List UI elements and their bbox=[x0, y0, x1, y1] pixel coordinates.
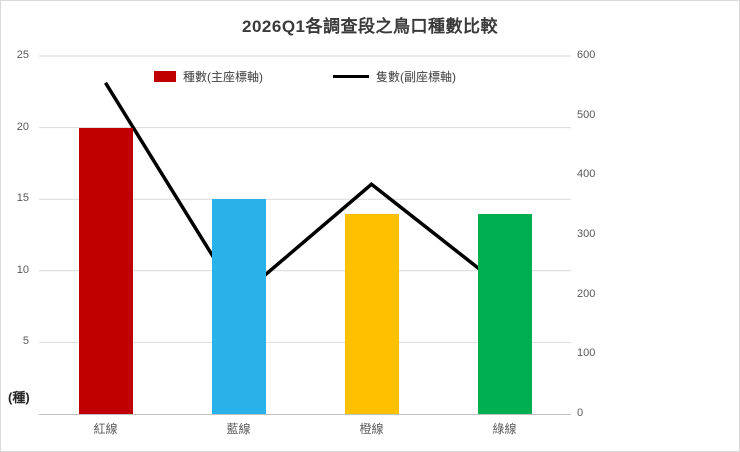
right-axis: 600 500 400 300 200 100 0 bbox=[577, 49, 617, 419]
left-axis-tick-label: 15 bbox=[16, 192, 29, 205]
plot-area bbox=[39, 55, 571, 415]
legend-item-line-series: 隻數(副座標軸) bbox=[333, 68, 456, 85]
left-axis-tick-label: 20 bbox=[16, 120, 29, 133]
category-label-橙線: 橙線 bbox=[359, 422, 384, 436]
legend-item-bar-series: 種數(主座標軸) bbox=[154, 68, 263, 85]
left-axis-tick-label: 5 bbox=[22, 335, 29, 348]
legend-label-bar-series: 種數(主座標軸) bbox=[183, 70, 263, 84]
bar-藍線 bbox=[211, 199, 266, 414]
bar-綠線 bbox=[477, 213, 532, 414]
left-axis-unit-label: (種) bbox=[8, 390, 30, 405]
left-axis-tick-label: 10 bbox=[16, 263, 29, 276]
bar-紅線 bbox=[78, 127, 133, 414]
right-axis-tick-label: 300 bbox=[577, 228, 596, 240]
line-series bbox=[104, 81, 506, 301]
category-axis: 紅線 藍線 橙線 綠線 bbox=[39, 420, 571, 440]
right-axis-tick-label: 400 bbox=[577, 168, 596, 181]
bar-橙線 bbox=[344, 213, 399, 414]
bar-series-swatch-icon bbox=[154, 71, 176, 82]
left-axis: 25 20 15 10 5 bbox=[1, 49, 33, 414]
right-axis-tick-label: 0 bbox=[577, 407, 584, 419]
category-label-藍線: 藍線 bbox=[226, 422, 251, 436]
line-series-swatch-icon bbox=[333, 75, 369, 78]
category-label-紅線: 紅線 bbox=[93, 422, 118, 436]
left-axis-tick-label: 25 bbox=[16, 49, 29, 61]
right-axis-tick-label: 600 bbox=[577, 49, 596, 61]
right-axis-tick-label: 500 bbox=[577, 108, 596, 121]
right-axis-tick-label: 100 bbox=[577, 347, 596, 360]
category-label-綠線: 綠線 bbox=[492, 422, 517, 436]
legend: 種數(主座標軸) 隻數(副座標軸) bbox=[39, 68, 571, 85]
right-axis-tick-label: 200 bbox=[577, 287, 596, 300]
legend-label-line-series: 隻數(副座標軸) bbox=[376, 70, 456, 84]
chart-title: 2026Q1各調查段之鳥口種數比較 bbox=[242, 17, 498, 36]
